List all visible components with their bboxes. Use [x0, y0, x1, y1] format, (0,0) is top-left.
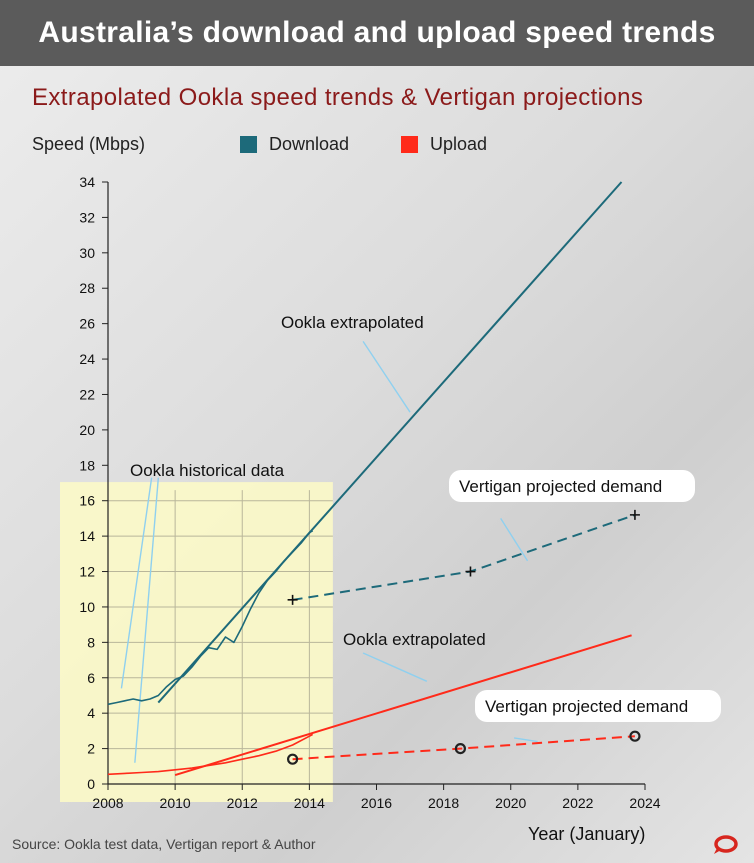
download-projection-point [465, 566, 476, 577]
y-axis-label: Speed (Mbps) [32, 134, 146, 154]
annotation-box [475, 690, 721, 722]
download-projection-point [629, 509, 640, 520]
annotation-leader-line [134, 477, 160, 763]
upload-ookla-extrapolated-line [174, 634, 632, 777]
annotation-label: Ookla historical data [130, 461, 285, 480]
annotation-leader-line [362, 340, 411, 413]
annotation-leader-line [514, 737, 538, 743]
y-tick-label: 34 [79, 174, 95, 190]
y-tick-label: 14 [79, 528, 95, 544]
conversation-logo-icon [714, 835, 738, 854]
y-tick-label: 4 [87, 705, 95, 721]
annotation-box [449, 470, 695, 502]
annotation-leader-line [362, 652, 428, 682]
annotation-label: Ookla extrapolated [281, 313, 424, 332]
upload-projection-point [286, 753, 299, 765]
y-tick-label: 32 [79, 209, 95, 225]
x-tick-label: 2010 [160, 795, 191, 811]
x-tick-label: 2024 [629, 795, 660, 811]
y-tick-label: 26 [79, 316, 95, 332]
annotation-label: Ookla extrapolated [343, 630, 486, 649]
y-tick-label: 2 [87, 741, 95, 757]
y-tick-label: 0 [87, 776, 95, 792]
annotation-leader-line [120, 477, 153, 689]
legend-label-upload: Upload [430, 134, 488, 154]
upload-projection-point [629, 730, 641, 742]
download-projection-point [287, 594, 298, 605]
y-tick-label: 20 [79, 422, 95, 438]
y-tick-label: 22 [79, 386, 95, 402]
x-tick-label: 2018 [428, 795, 459, 811]
download-vertigan-projected-line [292, 513, 636, 601]
x-axis-label: Year (January) [528, 824, 646, 844]
download-ookla-extrapolated-line [157, 181, 623, 704]
upload-vertigan-projected-line [292, 735, 635, 761]
y-tick-label: 6 [87, 670, 95, 686]
y-tick-label: 12 [79, 564, 95, 580]
y-tick-label: 18 [79, 457, 95, 473]
y-tick-label: 8 [87, 634, 95, 650]
x-tick-label: 2008 [92, 795, 123, 811]
legend-swatch-download [240, 136, 257, 153]
y-tick-label: 24 [79, 351, 95, 367]
upload-historical-line [107, 733, 314, 776]
y-tick-label: 16 [79, 493, 95, 509]
x-tick-label: 2022 [562, 795, 593, 811]
x-tick-label: 2020 [495, 795, 526, 811]
upload-projection-point [454, 742, 467, 755]
x-tick-label: 2012 [227, 795, 258, 811]
legend-swatch-upload [401, 136, 418, 153]
chart-title: Extrapolated Ookla speed trends & Vertig… [32, 84, 644, 111]
y-tick-label: 10 [79, 599, 95, 615]
page-title: Australia’s download and upload speed tr… [0, 0, 754, 66]
y-tick-label: 28 [79, 280, 95, 296]
annotation-leader-line [500, 518, 529, 562]
annotation-label: Vertigan projected demand [485, 697, 688, 716]
legend-item-download: Download [240, 134, 349, 155]
x-tick-label: 2014 [294, 795, 325, 811]
legend-label-download: Download [269, 134, 350, 154]
legend-item-upload: Upload [401, 134, 487, 155]
source-note: Source: Ookla test data, Vertigan report… [12, 836, 316, 852]
x-tick-label: 2016 [361, 795, 392, 811]
y-tick-label: 30 [79, 245, 95, 261]
annotation-label: Vertigan projected demand [459, 477, 662, 496]
